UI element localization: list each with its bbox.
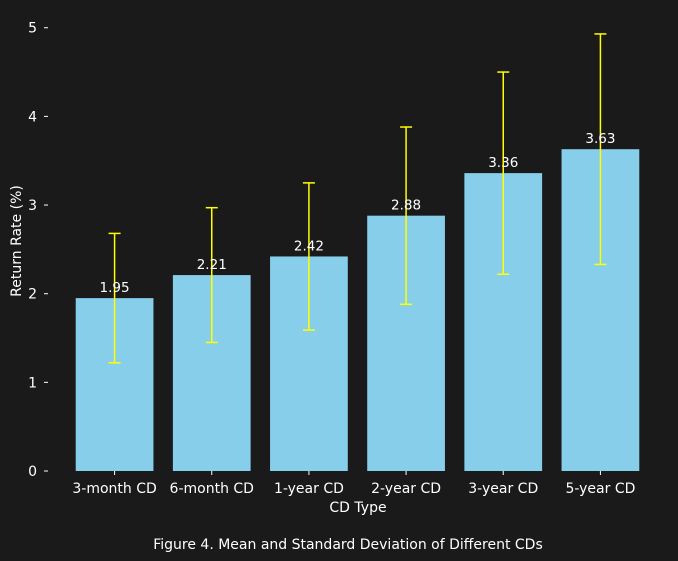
data-label: 2.21 [197,257,227,273]
y-tick-label: 0 [28,464,37,480]
data-label: 2.42 [294,238,324,254]
figure-caption: Figure 4. Mean and Standard Deviation of… [153,537,543,553]
y-tick-label: 3 [28,198,37,214]
x-tick-label: 3-month CD [72,481,156,497]
data-label: 1.95 [100,280,130,296]
error-bars [108,33,607,364]
y-axis-title: Return Rate (%) [9,185,25,297]
data-label: 3.36 [488,155,518,171]
x-tick-label: 2-year CD [371,481,441,497]
value-labels: 1.95 2.21 2.42 2.88 3.36 3.63 [100,131,616,296]
y-tick-label: 5 [28,21,37,37]
bars [75,149,640,472]
x-tick-label: 5-year CD [565,481,635,497]
x-axis: 3-month CD 6-month CD 1-year CD 2-year CD 3-… [72,471,635,497]
x-axis-title: CD Type [329,500,386,516]
x-tick-label: 3-year CD [468,481,538,497]
y-axis: 0 1 2 3 4 5 [28,21,48,480]
data-label: 2.88 [391,198,421,214]
y-tick-label: 4 [28,109,37,125]
x-tick-label: 6-month CD [170,481,254,497]
x-tick-label: 1-year CD [274,481,344,497]
y-tick-label: 1 [28,375,37,391]
y-tick-label: 2 [28,287,37,303]
data-label: 3.63 [585,131,615,147]
